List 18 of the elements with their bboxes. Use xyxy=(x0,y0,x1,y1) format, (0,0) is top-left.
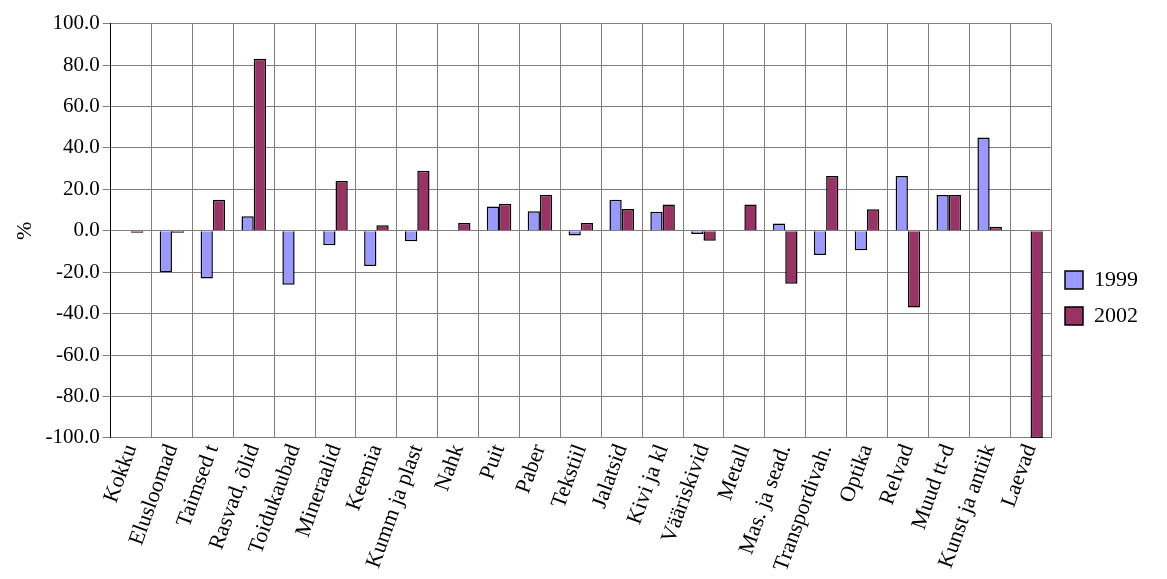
y-axis-title: % xyxy=(10,221,36,240)
y-tick-label: 40.0 xyxy=(62,134,100,159)
x-tick-label: Puit xyxy=(473,440,510,483)
x-tick-label: Laevad xyxy=(995,440,1041,510)
y-tick-label: -60.0 xyxy=(55,341,100,366)
y-tick-label: 20.0 xyxy=(62,175,100,200)
x-tick-label: Nahk xyxy=(428,440,469,494)
y-tick-label: -80.0 xyxy=(55,383,100,408)
y-tick-label: -40.0 xyxy=(55,300,100,325)
legend-label: 1999 xyxy=(1094,265,1138,291)
x-tick-label: Metall xyxy=(711,440,755,504)
y-tick-label: 60.0 xyxy=(62,92,100,117)
y-tick-label: 100.0 xyxy=(52,10,100,35)
y-tick-label: 80.0 xyxy=(62,51,100,76)
y-tick-label: -20.0 xyxy=(55,258,100,283)
y-tick-label: 0.0 xyxy=(73,217,100,242)
legend-label: 2002 xyxy=(1094,301,1138,327)
y-tick-label: -100.0 xyxy=(45,424,100,449)
